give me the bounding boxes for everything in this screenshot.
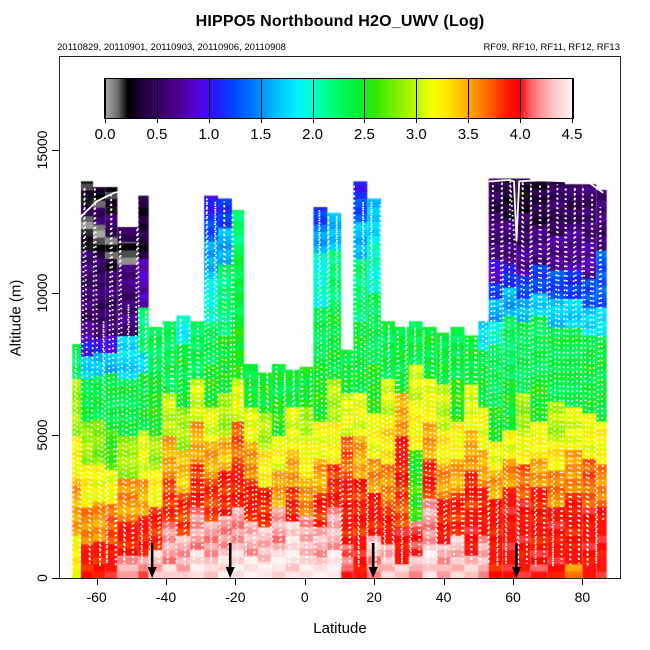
plot-area xyxy=(59,56,621,579)
colorbar-tick-label: 4.0 xyxy=(509,126,531,143)
colorbar-gradient xyxy=(105,79,573,118)
aircraft-ceiling-line-1 xyxy=(488,179,604,242)
colorbar-tick-minor xyxy=(468,119,470,123)
colorbar-tick-label: 0.0 xyxy=(94,126,116,143)
x-axis-tick xyxy=(166,579,167,585)
marker-arrow-head xyxy=(225,567,235,578)
y-axis-tick-label: 10000 xyxy=(34,273,50,313)
colorbar-tick xyxy=(364,79,366,118)
y-axis-tick-label: 5000 xyxy=(34,419,50,451)
x-axis-tick-label: 60 xyxy=(505,589,521,605)
colorbar-tick-minor xyxy=(105,119,106,123)
x-axis-tick-label: -40 xyxy=(155,589,177,605)
x-axis-tick xyxy=(513,579,514,585)
y-axis-tick xyxy=(52,435,59,437)
aircraft-ceiling-line-0 xyxy=(76,187,137,221)
marker-arrow-head xyxy=(147,567,157,578)
colorbar-tick xyxy=(208,79,210,118)
colorbar-tick-minor xyxy=(572,119,573,123)
colorbar-tick-label: 1.5 xyxy=(250,126,272,143)
x-axis-label: Latitude xyxy=(313,620,367,637)
y-axis-label: Altitude (m) xyxy=(7,279,25,357)
colorbar-tick-minor xyxy=(520,119,522,123)
colorbar-tick xyxy=(260,79,262,118)
chart-title: HIPPO5 Northbound H2O_UWV (Log) xyxy=(195,13,485,30)
colorbar-tick xyxy=(468,79,470,118)
colorbar-tick-minor xyxy=(416,119,418,123)
x-axis-tick xyxy=(96,579,98,585)
x-axis-tick-label: 20 xyxy=(366,589,382,605)
colorbar-tick xyxy=(312,79,314,118)
colorbar-tick-minor xyxy=(260,119,262,123)
flight-track-overlay xyxy=(71,179,605,578)
y-axis-tick-label: 15000 xyxy=(34,130,50,170)
colorbar-tick-label: 2.5 xyxy=(354,126,375,143)
colorbar-tick-label: 3.0 xyxy=(405,126,427,143)
colorbar-tick xyxy=(156,79,158,118)
x-axis-tick xyxy=(582,579,584,585)
colorbar-tick-minor xyxy=(364,119,366,123)
marker-arrow-head xyxy=(368,567,378,578)
colorbar xyxy=(104,78,574,123)
colorbar-tick xyxy=(520,79,522,118)
x-axis-tick xyxy=(304,579,306,585)
subtitle-dates: 20110829, 20110901, 20110903, 20110906, … xyxy=(57,42,286,53)
colorbar-tick-label: 0.5 xyxy=(146,126,168,143)
colorbar-tick-minor xyxy=(208,119,210,123)
x-axis-tick-label: 0 xyxy=(300,589,309,605)
colorbar-tick xyxy=(105,79,106,118)
x-axis-tick-label: 80 xyxy=(574,589,591,605)
colorbar-tick xyxy=(416,79,418,118)
colorbar-tick-label: 2.0 xyxy=(302,126,323,143)
x-axis-tick xyxy=(443,579,445,585)
y-axis-tick xyxy=(52,150,59,151)
colorbar-tick xyxy=(572,79,573,118)
x-axis-tick xyxy=(235,579,237,585)
y-axis-tick-label: 0 xyxy=(34,574,50,582)
subtitle-flights: RF09, RF10, RF11, RF12, RF13 xyxy=(483,42,620,53)
x-axis-tick-label: -60 xyxy=(86,589,107,605)
colorbar-tick-minor xyxy=(156,119,158,123)
x-axis-tick-label: -20 xyxy=(225,589,246,605)
colorbar-tick-minor xyxy=(312,119,314,123)
marker-arrow-head xyxy=(511,567,521,578)
flight-track-dotted-line xyxy=(71,181,605,573)
colorbar-tick-label: 1.0 xyxy=(198,126,220,143)
colorbar-tick-label: 4.5 xyxy=(561,126,583,143)
x-axis-tick-label: 40 xyxy=(435,589,452,605)
x-axis-tick xyxy=(374,579,376,585)
colorbar-tick-label: 3.5 xyxy=(457,126,479,143)
y-axis-tick xyxy=(52,578,59,579)
y-axis-tick xyxy=(52,292,59,294)
